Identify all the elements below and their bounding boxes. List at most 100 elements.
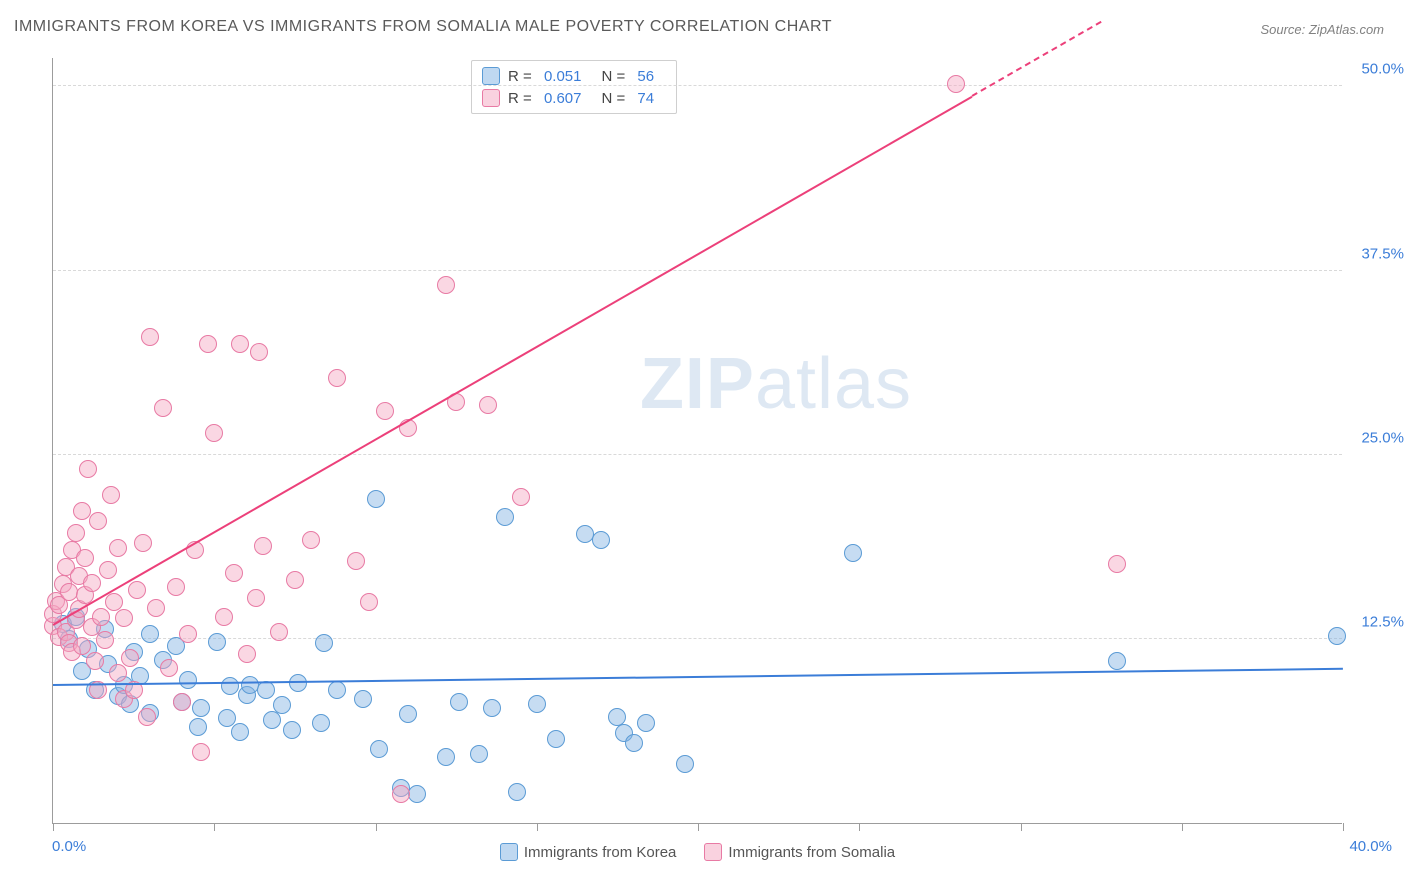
legend-item-korea: Immigrants from Korea — [500, 843, 677, 861]
y-tick-label: 12.5% — [1361, 613, 1404, 630]
data-point — [270, 623, 288, 641]
x-tick — [1021, 823, 1022, 831]
gridline — [53, 270, 1342, 271]
data-point — [947, 75, 965, 93]
data-point — [312, 714, 330, 732]
data-point — [592, 531, 610, 549]
data-point — [289, 674, 307, 692]
n-label: N = — [601, 68, 629, 85]
x-tick — [1182, 823, 1183, 831]
data-point — [79, 460, 97, 478]
data-point — [508, 783, 526, 801]
data-point — [215, 608, 233, 626]
r-value-korea: 0.051 — [544, 68, 582, 85]
x-tick — [214, 823, 215, 831]
data-point — [370, 740, 388, 758]
data-point — [67, 524, 85, 542]
data-point — [138, 708, 156, 726]
data-point — [96, 631, 114, 649]
n-value-korea: 56 — [637, 68, 654, 85]
x-tick — [698, 823, 699, 831]
data-point — [392, 785, 410, 803]
data-point — [247, 589, 265, 607]
legend-row-somalia: R = 0.607 N = 74 — [482, 87, 666, 109]
data-point — [208, 633, 226, 651]
legend-row-korea: R = 0.051 N = 56 — [482, 65, 666, 87]
data-point — [367, 490, 385, 508]
data-point — [179, 671, 197, 689]
r-label: R = — [508, 90, 536, 107]
x-tick — [53, 823, 54, 831]
swatch-pink-icon — [482, 89, 500, 107]
data-point — [399, 705, 417, 723]
x-axis-min-label: 0.0% — [52, 838, 86, 855]
x-tick — [1343, 823, 1344, 831]
data-point — [225, 564, 243, 582]
x-axis-max-label: 40.0% — [1349, 838, 1392, 855]
data-point — [470, 745, 488, 763]
data-point — [109, 539, 127, 557]
data-point — [86, 652, 104, 670]
data-point — [437, 276, 455, 294]
data-point — [134, 534, 152, 552]
data-point — [625, 734, 643, 752]
y-tick-label: 37.5% — [1361, 245, 1404, 262]
x-tick — [376, 823, 377, 831]
data-point — [92, 608, 110, 626]
data-point — [354, 690, 372, 708]
data-point — [231, 335, 249, 353]
data-point — [450, 693, 468, 711]
trend-line — [53, 95, 973, 625]
data-point — [315, 634, 333, 652]
data-point — [408, 785, 426, 803]
data-point — [512, 488, 530, 506]
n-label: N = — [601, 90, 629, 107]
data-point — [360, 593, 378, 611]
chart-title: IMMIGRANTS FROM KOREA VS IMMIGRANTS FROM… — [14, 18, 832, 36]
data-point — [328, 369, 346, 387]
swatch-blue-icon — [500, 843, 518, 861]
data-point — [102, 486, 120, 504]
legend-label-somalia: Immigrants from Somalia — [728, 844, 895, 861]
data-point — [637, 714, 655, 732]
r-value-somalia: 0.607 — [544, 90, 582, 107]
data-point — [273, 696, 291, 714]
scatter-plot-area: R = 0.051 N = 56 R = 0.607 N = 74 Immigr… — [52, 58, 1342, 824]
data-point — [189, 718, 207, 736]
data-point — [238, 645, 256, 663]
legend-item-somalia: Immigrants from Somalia — [704, 843, 895, 861]
data-point — [547, 730, 565, 748]
watermark: ZIPatlas — [640, 343, 912, 425]
data-point — [83, 574, 101, 592]
data-point — [676, 755, 694, 773]
legend-label-korea: Immigrants from Korea — [524, 844, 677, 861]
data-point — [250, 343, 268, 361]
data-point — [99, 561, 117, 579]
data-point — [128, 581, 146, 599]
x-tick — [859, 823, 860, 831]
data-point — [121, 649, 139, 667]
data-point — [141, 625, 159, 643]
data-point — [105, 593, 123, 611]
data-point — [528, 695, 546, 713]
data-point — [147, 599, 165, 617]
data-point — [286, 571, 304, 589]
data-point — [160, 659, 178, 677]
data-point — [496, 508, 514, 526]
data-point — [283, 721, 301, 739]
swatch-pink-icon — [704, 843, 722, 861]
x-tick — [537, 823, 538, 831]
data-point — [844, 544, 862, 562]
data-point — [154, 399, 172, 417]
data-point — [347, 552, 365, 570]
data-point — [199, 335, 217, 353]
data-point — [328, 681, 346, 699]
data-point — [205, 424, 223, 442]
data-point — [89, 512, 107, 530]
data-point — [115, 609, 133, 627]
data-point — [302, 531, 320, 549]
data-point — [1108, 652, 1126, 670]
correlation-legend: R = 0.051 N = 56 R = 0.607 N = 74 — [471, 60, 677, 114]
series-legend: Immigrants from Korea Immigrants from So… — [53, 843, 1342, 861]
data-point — [167, 578, 185, 596]
